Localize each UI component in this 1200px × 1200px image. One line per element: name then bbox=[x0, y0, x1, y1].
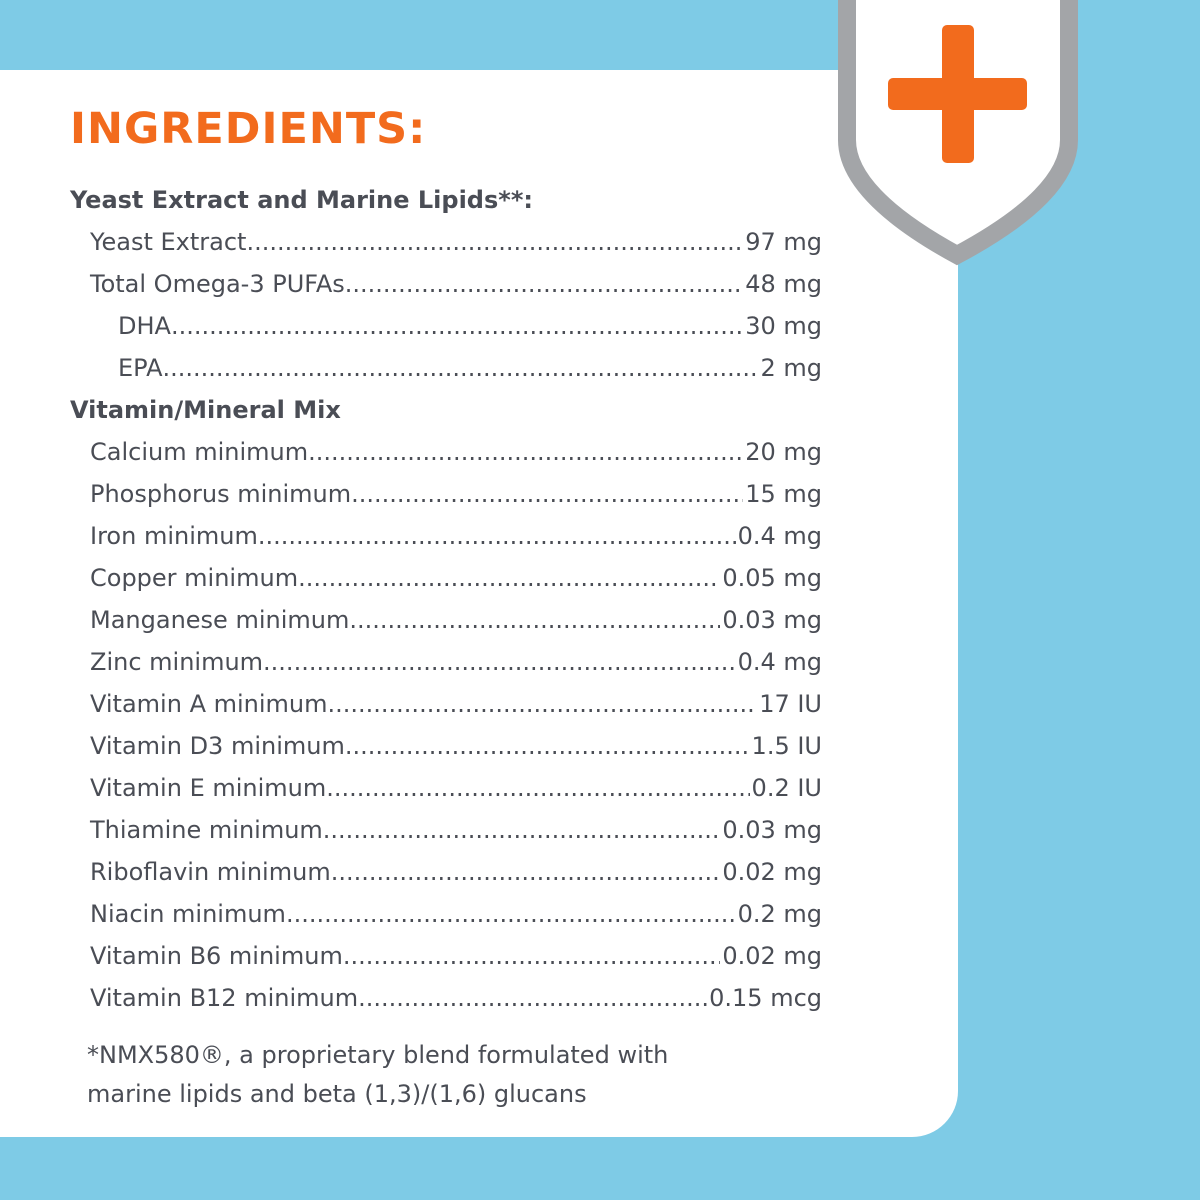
ingredient-label: DHA bbox=[118, 312, 171, 340]
ingredient-label: Iron minimum bbox=[90, 522, 258, 550]
dot-leader bbox=[345, 725, 750, 767]
ingredient-amount: 0.02 mg bbox=[722, 858, 822, 886]
dot-leader bbox=[286, 893, 736, 935]
ingredient-row: Iron minimum 0.4 mg bbox=[70, 515, 822, 557]
ingredient-amount: 17 IU bbox=[759, 690, 822, 718]
ingredient-amount: 0.02 mg bbox=[722, 942, 822, 970]
dot-leader bbox=[323, 809, 721, 851]
ingredient-row: Vitamin D3 minimum 1.5 IU bbox=[70, 725, 822, 767]
dot-leader bbox=[263, 641, 736, 683]
ingredient-label: Vitamin B6 minimum bbox=[90, 942, 343, 970]
dot-leader bbox=[163, 347, 759, 389]
dot-leader bbox=[343, 935, 720, 977]
ingredient-amount: 15 mg bbox=[745, 480, 822, 508]
dot-leader bbox=[351, 473, 743, 515]
ingredient-label: Total Omega-3 PUFAs bbox=[90, 270, 345, 298]
ingredient-amount: 0.4 mg bbox=[737, 648, 822, 676]
ingredient-label: Vitamin D3 minimum bbox=[90, 732, 345, 760]
ingredient-row: Vitamin B12 minimum 0.15 mcg bbox=[70, 977, 822, 1019]
dot-leader bbox=[326, 767, 749, 809]
dot-leader bbox=[258, 515, 736, 557]
section-header: Yeast Extract and Marine Lipids**: bbox=[70, 179, 822, 221]
ingredient-row: Total Omega-3 PUFAs 48 mg bbox=[70, 263, 822, 305]
ingredient-label: Thiamine minimum bbox=[90, 816, 323, 844]
ingredient-amount: 0.05 mg bbox=[722, 564, 822, 592]
ingredient-row: Calcium minimum 20 mg bbox=[70, 431, 822, 473]
dot-leader bbox=[345, 263, 743, 305]
ingredient-label: Niacin minimum bbox=[90, 900, 286, 928]
ingredient-amount: 2 mg bbox=[760, 354, 822, 382]
ingredient-label: Vitamin E minimum bbox=[90, 774, 327, 802]
ingredient-row: Vitamin B6 minimum 0.02 mg bbox=[70, 935, 822, 977]
ingredient-label: Zinc minimum bbox=[90, 648, 264, 676]
ingredient-label: Vitamin/Mineral Mix bbox=[70, 396, 341, 424]
ingredient-amount: 48 mg bbox=[745, 270, 822, 298]
ingredient-row: DHA 30 mg bbox=[70, 305, 822, 347]
ingredient-label: Phosphorus minimum bbox=[90, 480, 352, 508]
dot-leader bbox=[246, 221, 743, 263]
ingredient-row: Vitamin A minimum 17 IU bbox=[70, 683, 822, 725]
ingredient-label: Copper minimum bbox=[90, 564, 299, 592]
dot-leader bbox=[331, 851, 721, 893]
ingredient-amount: 0.03 mg bbox=[722, 606, 822, 634]
ingredient-label: Manganese minimum bbox=[90, 606, 350, 634]
ingredient-amount: 30 mg bbox=[745, 312, 822, 340]
ingredient-row: Zinc minimum 0.4 mg bbox=[70, 641, 822, 683]
ingredient-label: EPA bbox=[118, 354, 163, 382]
ingredient-row: Vitamin E minimum 0.2 IU bbox=[70, 767, 822, 809]
footnote-line-1: *NMX580®, a proprietary blend formulated… bbox=[87, 1041, 669, 1069]
ingredient-amount: 0.2 mg bbox=[737, 900, 822, 928]
footnote-line-2: marine lipids and beta (1,3)/(1,6) gluca… bbox=[87, 1080, 587, 1108]
ingredient-label: Vitamin B12 minimum bbox=[90, 984, 359, 1012]
ingredient-amount: 20 mg bbox=[745, 438, 822, 466]
dot-leader bbox=[358, 977, 707, 1019]
ingredient-row: Manganese minimum 0.03 mg bbox=[70, 599, 822, 641]
shield-plus-icon bbox=[838, 0, 1078, 266]
ingredient-row: Thiamine minimum 0.03 mg bbox=[70, 809, 822, 851]
ingredient-row: Niacin minimum 0.2 mg bbox=[70, 893, 822, 935]
dot-leader bbox=[328, 683, 758, 725]
ingredient-row: Copper minimum 0.05 mg bbox=[70, 557, 822, 599]
dot-leader bbox=[298, 557, 720, 599]
dot-leader bbox=[308, 431, 743, 473]
ingredient-row: Phosphorus minimum 15 mg bbox=[70, 473, 822, 515]
ingredient-row: Yeast Extract 97 mg bbox=[70, 221, 822, 263]
ingredient-amount: 0.15 mcg bbox=[709, 984, 822, 1012]
ingredient-list: Yeast Extract and Marine Lipids**: Yeast … bbox=[70, 179, 822, 1019]
ingredient-label: Calcium minimum bbox=[90, 438, 309, 466]
ingredient-label: Vitamin A minimum bbox=[90, 690, 328, 718]
ingredient-amount: 0.2 IU bbox=[751, 774, 822, 802]
ingredient-label: Yeast Extract bbox=[90, 228, 247, 256]
ingredient-row: EPA 2 mg bbox=[70, 347, 822, 389]
ingredient-amount: 0.4 mg bbox=[737, 522, 822, 550]
dot-leader bbox=[171, 305, 743, 347]
section-header: Vitamin/Mineral Mix bbox=[70, 389, 822, 431]
ingredient-row: Riboflavin minimum 0.02 mg bbox=[70, 851, 822, 893]
ingredient-label: Riboflavin minimum bbox=[90, 858, 331, 886]
dot-leader bbox=[349, 599, 720, 641]
ingredient-amount: 97 mg bbox=[745, 228, 822, 256]
ingredient-label: Yeast Extract and Marine Lipids**: bbox=[70, 186, 533, 214]
page-title: INGREDIENTS: bbox=[70, 104, 427, 154]
footnote: *NMX580®, a proprietary blend formulated… bbox=[87, 1036, 787, 1114]
ingredient-amount: 1.5 IU bbox=[751, 732, 822, 760]
ingredient-amount: 0.03 mg bbox=[722, 816, 822, 844]
